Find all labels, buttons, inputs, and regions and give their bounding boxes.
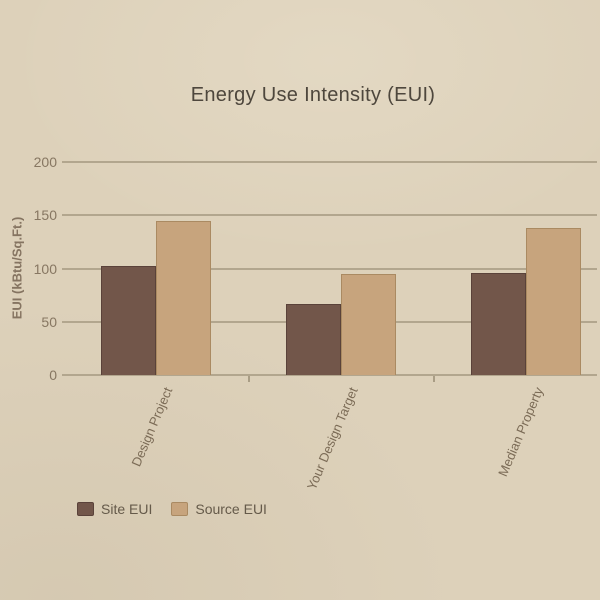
gridline-200 [62, 161, 597, 163]
legend-label-site-eui: Site EUI [101, 501, 153, 517]
x-axis-tick [432, 376, 435, 382]
bar-site-eui-your-design-target [286, 303, 341, 375]
x-category-label-2: Your Design Target [304, 385, 361, 492]
x-axis-tick [247, 376, 250, 382]
bar-source-eui-your-design-target [341, 273, 396, 375]
x-category-label-3: Median Property [494, 385, 546, 479]
legend-swatch-source-eui [171, 502, 189, 516]
y-tick-label-50: 50 [41, 313, 57, 330]
y-tick-label-0: 0 [49, 367, 57, 383]
y-tick-label-100: 100 [33, 260, 57, 277]
bar-source-eui-design-project [156, 220, 211, 375]
bar-site-eui-design-project [101, 266, 156, 375]
gridline-0 [62, 374, 597, 376]
chart-title: Energy Use Intensity (EUI) [190, 84, 436, 106]
bar-site-eui-median-property [471, 272, 526, 375]
x-category-label-1: Design Project [128, 385, 176, 469]
legend-label-source-eui: Source EUI [195, 501, 267, 517]
legend: Site EUI Source EUI [77, 501, 267, 517]
y-tick-label-150: 150 [33, 207, 57, 224]
gridline-100 [62, 267, 597, 270]
gridline-150 [62, 214, 597, 217]
legend-swatch-site-eui [77, 502, 94, 516]
bar-source-eui-median-property [526, 228, 581, 375]
y-tick-label-200: 200 [33, 154, 57, 170]
